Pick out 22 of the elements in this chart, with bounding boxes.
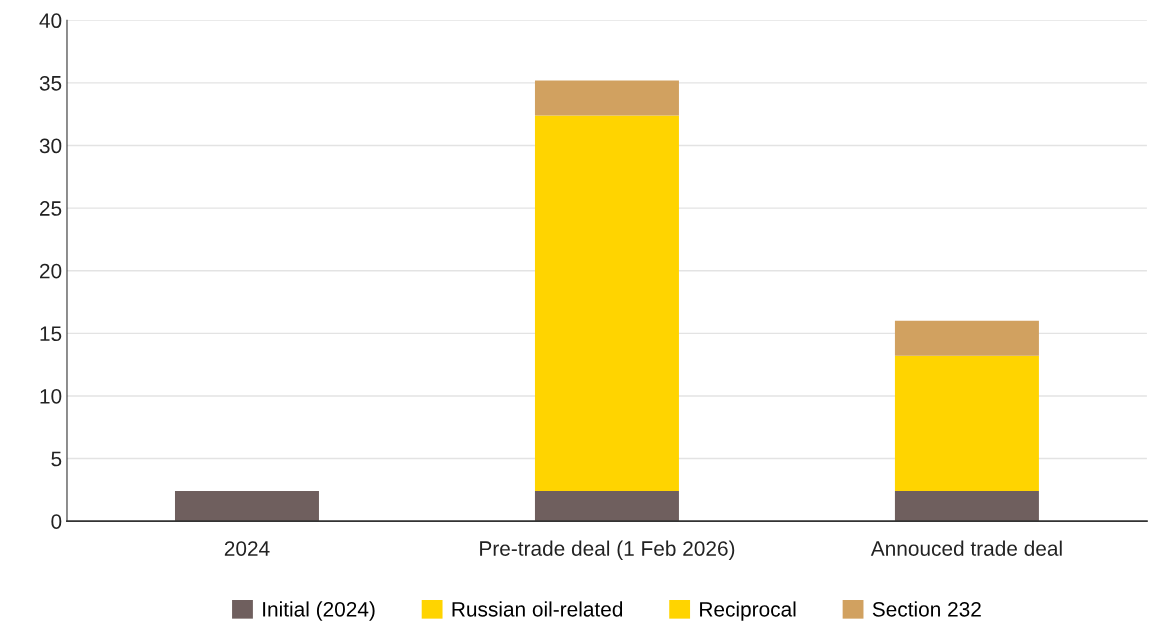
bar bbox=[894, 355, 1039, 492]
legend-label: Russian oil-related bbox=[452, 601, 623, 617]
y-tick-label: 5 bbox=[51, 451, 62, 467]
y-tick-label: 20 bbox=[40, 263, 62, 279]
legend-label: Initial (2024) bbox=[263, 601, 375, 621]
y-tick-label: 25 bbox=[40, 201, 62, 216]
y-tick-label: 10 bbox=[40, 388, 62, 404]
legend-label: Reciprocal bbox=[700, 601, 796, 621]
x-tick-label: Pre-trade deal (1 Feb 2026) bbox=[480, 540, 735, 560]
bar bbox=[174, 491, 319, 522]
y-tick-label: 0 bbox=[51, 514, 62, 529]
bar bbox=[534, 80, 679, 116]
legend-label: Section 232 bbox=[872, 601, 981, 617]
y-tick-label: 30 bbox=[39, 138, 62, 154]
x-tick-label: Annouced trade deal bbox=[870, 540, 1062, 556]
x-tick-label: 2024 bbox=[224, 541, 270, 556]
y-tick-label: 15 bbox=[40, 326, 62, 342]
y-tick-label: 35 bbox=[39, 75, 62, 91]
y-tick-label: 40 bbox=[39, 13, 62, 29]
bar bbox=[534, 491, 679, 522]
bar bbox=[894, 491, 1039, 522]
bar bbox=[894, 320, 1039, 356]
